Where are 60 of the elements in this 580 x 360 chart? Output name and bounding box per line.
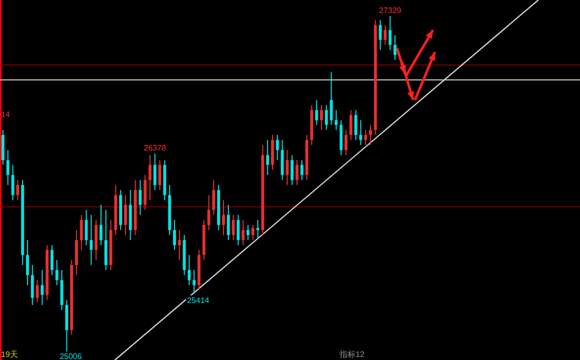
candlestick — [188, 254, 191, 286]
candlestick — [80, 214, 83, 250]
candlestick — [388, 16, 392, 50]
candlestick — [266, 139, 270, 176]
candlestick — [222, 200, 225, 236]
candlestick — [359, 120, 362, 146]
candlestick — [286, 150, 289, 186]
candlestick — [212, 179, 216, 216]
candlestick — [324, 104, 328, 130]
candlestick — [148, 154, 152, 201]
annotation: 27329 — [378, 6, 402, 15]
candlestick — [394, 34, 396, 61]
candlestick — [246, 224, 250, 241]
annotation: 指标12 — [338, 350, 365, 359]
candlestick — [124, 194, 127, 236]
candlestick — [40, 270, 44, 306]
candlestick — [11, 164, 14, 201]
candlestick — [226, 204, 230, 241]
candlestick — [236, 214, 240, 246]
candlestick — [296, 160, 298, 186]
annotation: 25006 — [60, 352, 82, 360]
candlestick — [320, 104, 323, 130]
candlestick — [276, 134, 279, 161]
candlestick — [178, 230, 181, 260]
candlestick — [90, 214, 93, 266]
candlestick — [26, 240, 29, 286]
candlestick — [6, 150, 10, 186]
candlestick — [251, 224, 254, 241]
candlestick — [55, 259, 58, 286]
candlestick — [173, 219, 176, 250]
candlestick — [232, 214, 235, 241]
annotation: 19天 — [1, 350, 18, 359]
candlestick — [369, 124, 372, 146]
candlestick — [16, 179, 20, 201]
candlestick — [50, 244, 54, 276]
candlestick — [349, 110, 352, 140]
candlestick — [242, 219, 245, 246]
candlestick — [30, 264, 34, 306]
candlestick — [256, 219, 260, 239]
candlestick — [100, 204, 102, 246]
candlestick — [192, 270, 196, 294]
candlestick — [330, 72, 333, 126]
candlestick — [300, 160, 304, 180]
candlestick — [290, 154, 294, 186]
candlestick — [315, 100, 318, 126]
candlestick — [364, 129, 368, 146]
candlestick — [378, 20, 382, 50]
annotation: 25414 — [186, 296, 210, 305]
candlestick — [207, 194, 210, 231]
candlestick — [138, 179, 142, 216]
candlestick — [334, 110, 338, 130]
candlestick — [158, 160, 162, 191]
annotation: 26378 — [144, 143, 167, 152]
candlestick — [354, 110, 358, 140]
annotation: 14 — [1, 110, 10, 119]
candlestick — [384, 24, 387, 46]
candlestick — [344, 129, 348, 156]
candlestick — [36, 280, 39, 302]
candlestick — [153, 152, 156, 191]
candlestick — [84, 209, 88, 246]
